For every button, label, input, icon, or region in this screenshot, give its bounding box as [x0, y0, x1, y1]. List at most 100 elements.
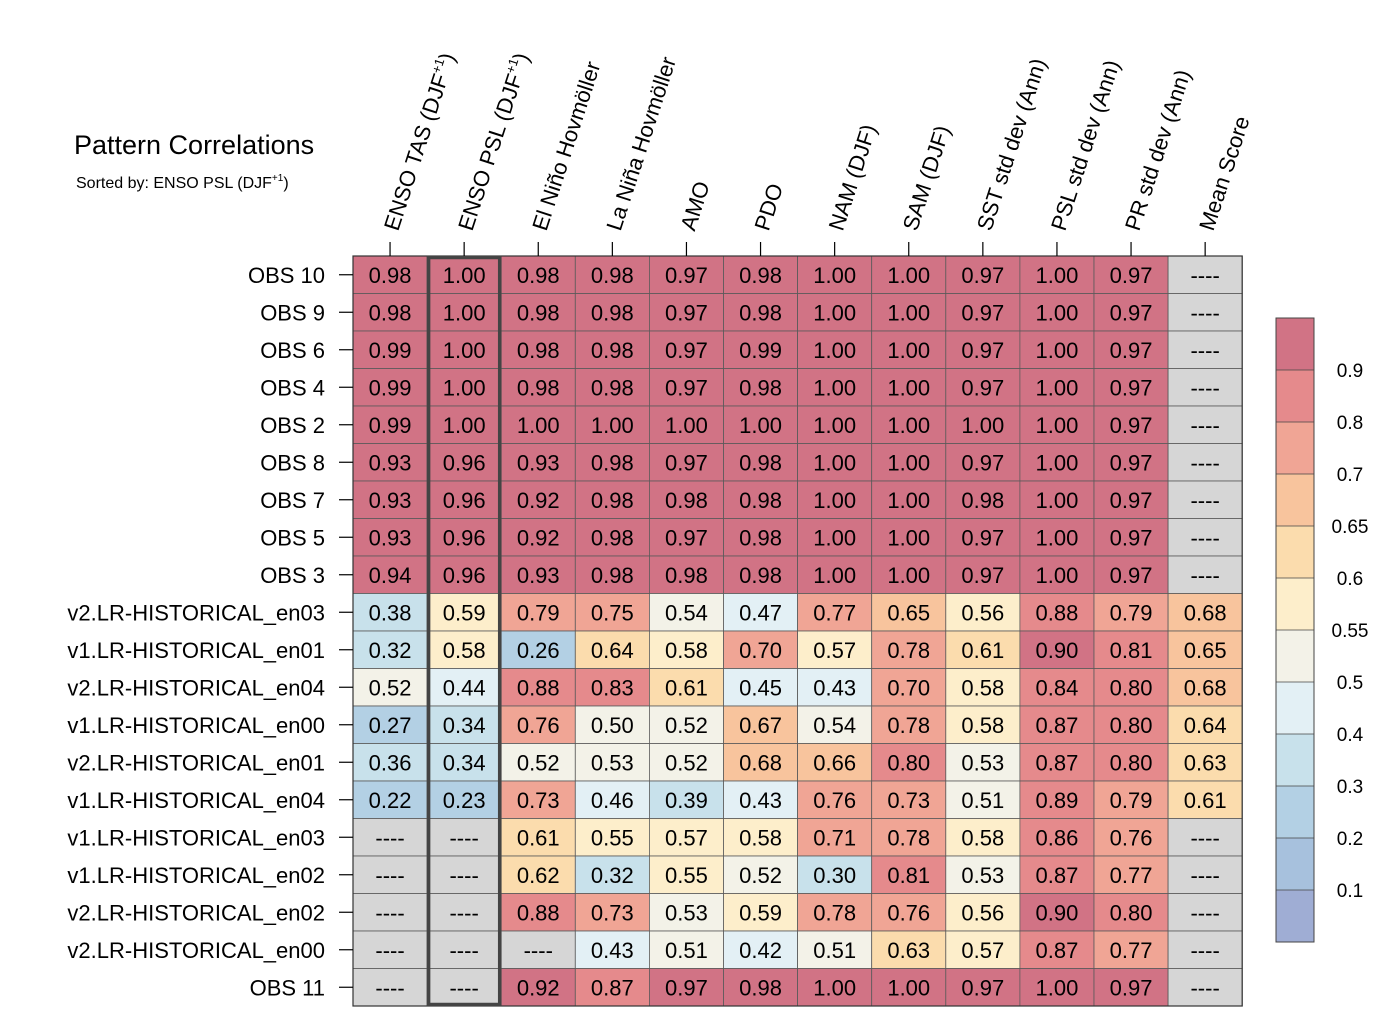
cell-value-label: 0.93 — [517, 450, 560, 475]
cell-value-label: 0.97 — [961, 338, 1004, 363]
colorbar-tick-label: 0.2 — [1337, 829, 1363, 850]
heatmap-cell — [1093, 743, 1169, 782]
heatmap-cell — [426, 593, 502, 632]
cell-value-label: 0.99 — [369, 413, 412, 438]
heatmap-cell — [797, 743, 873, 782]
cell-value-label: 0.39 — [665, 788, 708, 813]
heatmap-cell — [352, 480, 428, 519]
heatmap-cell — [649, 705, 724, 744]
cell-value-label: 1.00 — [813, 338, 856, 363]
cell-value-label: 0.52 — [369, 675, 412, 700]
column-labels: ENSO TAS (DJF+1)ENSO PSL (DJF+1)El Niño … — [378, 49, 1255, 256]
heatmap-cell — [352, 743, 428, 782]
cell-value-label: 0.26 — [517, 638, 560, 663]
heatmap-cell — [871, 593, 947, 632]
cell-value-label: 0.96 — [443, 563, 486, 588]
cell-value-label: ---- — [449, 938, 478, 963]
column-label: SST std dev (Ann) — [972, 55, 1051, 233]
colorbar-swatch — [1276, 526, 1314, 578]
cell-value-label: 0.53 — [961, 750, 1004, 775]
cell-value-label: 0.87 — [1036, 750, 1079, 775]
heatmap-cell — [649, 330, 724, 369]
cell-value-label: 0.78 — [887, 713, 930, 738]
cell-value-label: 0.75 — [591, 600, 634, 625]
row-label: v1.LR-HISTORICAL_en02 — [67, 863, 325, 888]
cell-value-label: 0.98 — [517, 338, 560, 363]
heatmap-cell — [352, 855, 428, 894]
cell-value-label: 0.61 — [1184, 788, 1227, 813]
heatmap-cell — [797, 780, 873, 819]
heatmap-cell — [723, 668, 798, 707]
cell-value-label: 0.98 — [591, 488, 634, 513]
heatmap-cell — [797, 705, 873, 744]
cell-value-label: 0.98 — [739, 263, 782, 288]
heatmap-cell — [1019, 293, 1095, 332]
chart-subtitle: Sorted by: ENSO PSL (DJF+1) — [76, 173, 289, 192]
cell-value-label: 1.00 — [961, 413, 1004, 438]
row-label: OBS 3 — [260, 563, 325, 588]
cell-value-label: 0.66 — [813, 750, 856, 775]
cell-value-label: 0.92 — [517, 525, 560, 550]
heatmap-cell — [871, 255, 947, 294]
heatmap-cell — [1019, 255, 1095, 294]
heatmap-cell — [1093, 705, 1169, 744]
column-label: ENSO TAS (DJF+1) — [378, 49, 460, 233]
heatmap-cell — [723, 555, 798, 594]
row-label: OBS 6 — [260, 338, 325, 363]
cell-value-label: 1.00 — [1036, 975, 1079, 1000]
cell-value-label: 0.98 — [591, 263, 634, 288]
cell-value-label: 0.98 — [739, 375, 782, 400]
cell-value-label: 0.87 — [591, 975, 634, 1000]
cell-value-label: 0.80 — [1110, 675, 1153, 700]
heatmap-cell — [649, 293, 724, 332]
cell-value-label: 0.97 — [961, 450, 1004, 475]
heatmap-cell — [1019, 780, 1095, 819]
row-label: OBS 11 — [250, 975, 325, 1000]
subtitle-superscript: +1 — [272, 173, 284, 184]
cell-value-label: 1.00 — [887, 525, 930, 550]
cell-value-label: 1.00 — [813, 975, 856, 1000]
colorbar-tick-label: 0.6 — [1337, 569, 1363, 590]
heatmap-cell — [945, 780, 1021, 819]
cell-value-label: 0.76 — [517, 713, 560, 738]
cell-value-label: ---- — [449, 863, 478, 888]
cell-value-label: 0.53 — [665, 900, 708, 925]
heatmap-cell — [1019, 593, 1095, 632]
heatmap-cell — [1093, 593, 1169, 632]
heatmap-cell — [500, 668, 576, 707]
heatmap-cell — [871, 893, 947, 932]
heatmap-cell — [352, 405, 428, 444]
colorbar-swatch — [1276, 630, 1314, 682]
heatmap-cell — [1093, 630, 1169, 669]
heatmap-cell — [426, 930, 502, 969]
cell-value-label: 0.97 — [1110, 338, 1153, 363]
cell-value-label: 1.00 — [887, 450, 930, 475]
row-label: v1.LR-HISTORICAL_en01 — [67, 638, 325, 663]
heatmap-cell — [1093, 818, 1169, 857]
cell-value-label: 0.46 — [591, 788, 634, 813]
colorbar-tick-label: 0.3 — [1337, 777, 1363, 798]
heatmap-cell — [1093, 480, 1169, 519]
cell-value-label: 1.00 — [813, 488, 856, 513]
cell-value-label: 0.78 — [887, 638, 930, 663]
heatmap-cell — [649, 780, 724, 819]
cell-value-label: 0.97 — [665, 450, 708, 475]
heatmap-cell — [871, 968, 947, 1007]
cell-value-label: 0.55 — [665, 863, 708, 888]
cell-value-label: 0.87 — [1036, 938, 1079, 963]
cell-value-label: 1.00 — [813, 525, 856, 550]
cell-value-label: ---- — [1190, 263, 1219, 288]
cell-value-label: 0.61 — [665, 675, 708, 700]
cell-value-label: 0.59 — [443, 600, 486, 625]
cell-value-label: 0.57 — [813, 638, 856, 663]
heatmap-cell — [649, 743, 724, 782]
heatmap-cell — [500, 555, 576, 594]
cell-value-label: 0.52 — [517, 750, 560, 775]
row-label: v2.LR-HISTORICAL_en01 — [67, 750, 325, 775]
cell-value-label: ---- — [449, 900, 478, 925]
heatmap-cell — [352, 518, 428, 557]
cell-value-label: 0.68 — [1184, 600, 1227, 625]
colorbar-swatch — [1276, 474, 1314, 526]
heatmap-cell — [574, 593, 650, 632]
cell-value-label: ---- — [375, 938, 404, 963]
